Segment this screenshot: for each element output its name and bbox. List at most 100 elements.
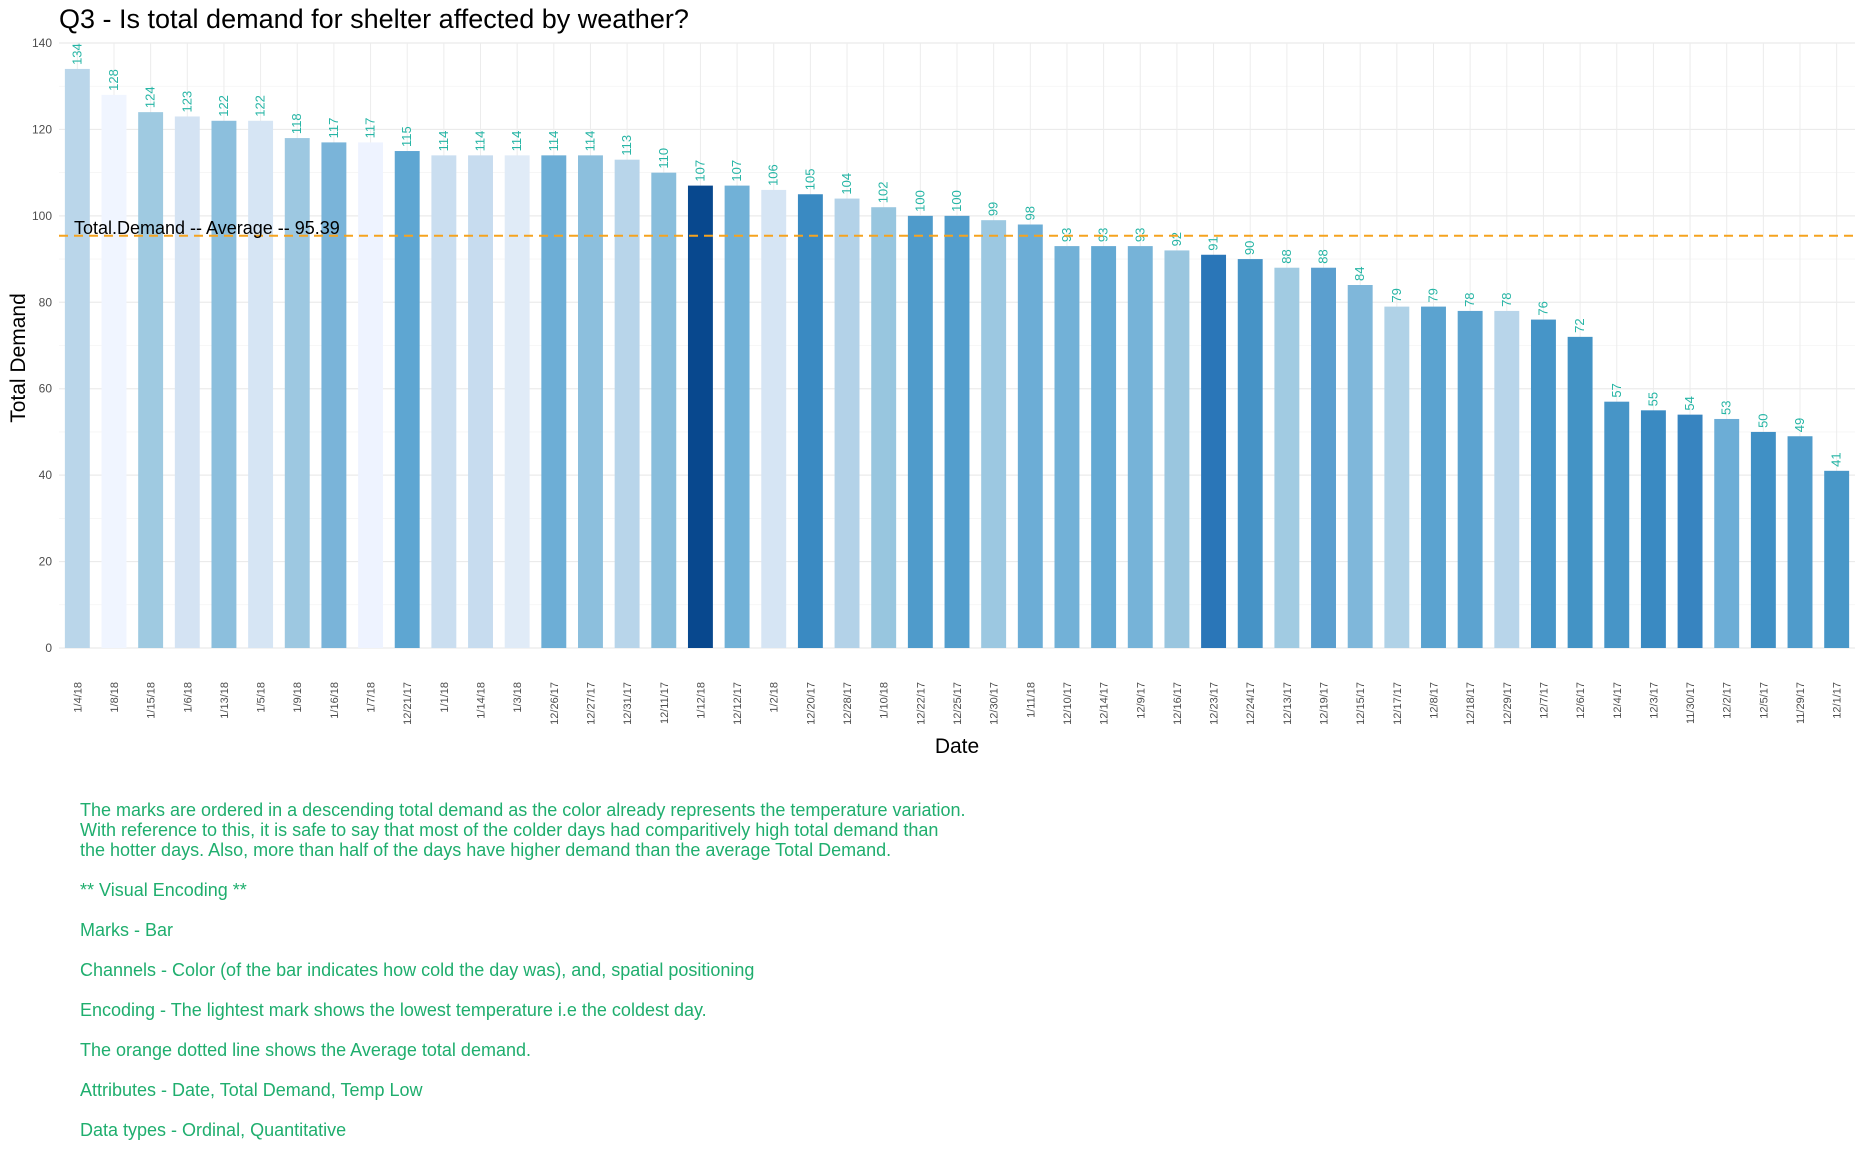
data-label: 76 — [1535, 301, 1550, 315]
bar — [614, 159, 640, 648]
notes-channels: Channels - Color (of the bar indicates h… — [80, 960, 755, 980]
x-tick-label: 11/29/17 — [1795, 682, 1807, 724]
bar — [1567, 336, 1593, 648]
data-label: 118 — [289, 113, 304, 134]
x-tick-label: 11/30/17 — [1685, 682, 1697, 724]
bar — [1714, 418, 1740, 648]
x-tick-label: 12/3/17 — [1648, 682, 1660, 719]
x-tick-label: 12/17/17 — [1392, 682, 1404, 725]
x-tick-label: 1/11/18 — [1025, 682, 1037, 718]
data-label: 105 — [802, 169, 817, 191]
notes-avg-line: The orange dotted line shows the Average… — [80, 1040, 531, 1060]
bar — [504, 155, 530, 648]
data-label: 88 — [1316, 249, 1331, 263]
bar — [1311, 267, 1336, 648]
bar — [174, 116, 200, 648]
x-tick-label: 1/12/18 — [695, 682, 707, 719]
data-label: 107 — [692, 160, 707, 182]
data-label: 72 — [1572, 318, 1587, 332]
y-tick-label: 40 — [39, 468, 53, 482]
data-label: 106 — [766, 164, 781, 186]
x-tick-label: 12/27/17 — [585, 682, 597, 725]
x-tick-label: 12/5/17 — [1758, 682, 1770, 719]
x-tick-label: 12/7/17 — [1538, 682, 1550, 719]
x-tick-label: 12/23/17 — [1209, 682, 1221, 725]
data-label: 91 — [1206, 236, 1221, 250]
data-label: 99 — [986, 202, 1001, 216]
notes-data-types: Data types - Ordinal, Quantitative — [80, 1120, 347, 1140]
bar — [724, 185, 750, 648]
x-tick-label: 12/6/17 — [1575, 682, 1587, 719]
bar — [981, 220, 1007, 648]
data-label: 55 — [1645, 392, 1660, 406]
x-tick-label: 12/13/17 — [1282, 682, 1294, 725]
x-tick-label: 1/4/18 — [72, 682, 84, 713]
data-label: 53 — [1719, 400, 1734, 414]
x-tick-label: 1/14/18 — [476, 682, 488, 719]
notes-attributes: Attributes - Date, Total Demand, Temp Lo… — [80, 1080, 423, 1100]
data-label: 57 — [1609, 383, 1624, 397]
x-tick-label: 12/22/17 — [915, 682, 927, 725]
x-tick-label: 12/25/17 — [952, 682, 964, 725]
data-label: 78 — [1462, 292, 1477, 306]
x-tick-label: 1/9/18 — [292, 682, 304, 713]
bar — [284, 138, 310, 649]
y-tick-label: 80 — [39, 295, 53, 309]
data-label: 114 — [582, 131, 597, 152]
bar — [687, 185, 713, 648]
notes-encoding: Encoding - The lightest mark shows the l… — [80, 1000, 707, 1020]
bar — [1457, 310, 1483, 648]
bar — [248, 120, 274, 649]
x-tick-label: 12/29/17 — [1502, 682, 1514, 725]
bar — [1054, 246, 1080, 648]
bar — [578, 155, 603, 648]
x-tick-label: 1/6/18 — [182, 682, 194, 713]
bar — [358, 142, 384, 648]
bar — [1494, 310, 1520, 648]
x-axis-title: Date — [935, 735, 979, 758]
x-tick-label: 12/31/17 — [622, 682, 634, 725]
y-tick-label: 60 — [39, 382, 53, 396]
bar — [1274, 267, 1300, 648]
bar — [1421, 306, 1446, 648]
bar — [1091, 246, 1117, 648]
data-label: 100 — [949, 190, 964, 212]
average-label: Total.Demand -- Average -- 95.39 — [74, 218, 340, 238]
data-label: 123 — [179, 91, 194, 113]
x-tick-label: 1/15/18 — [146, 682, 158, 719]
x-tick-label: 12/4/17 — [1612, 682, 1624, 719]
x-tick-label: 12/12/17 — [732, 682, 744, 725]
x-tick-label: 12/30/17 — [989, 682, 1001, 725]
x-tick-label: 1/13/18 — [219, 682, 231, 719]
bar — [1237, 259, 1263, 648]
data-labels: 134 128 124 123 122 122 118 117 117 115 114 114 114 1… — [69, 43, 1843, 467]
x-tick-label: 12/11/17 — [659, 682, 671, 724]
bar — [1164, 250, 1190, 648]
data-label: 79 — [1389, 288, 1404, 302]
chart-title: Q3 - Is total demand for shelter affecte… — [59, 4, 689, 34]
x-tick-label: 12/2/17 — [1722, 682, 1734, 719]
y-tick-label: 140 — [32, 36, 52, 50]
bar — [1604, 401, 1630, 648]
data-label: 117 — [326, 118, 341, 139]
bar-chart: Q3 - Is total demand for shelter affecte… — [7, 4, 1855, 758]
bar — [431, 155, 457, 648]
x-axis: 1/4/18 1/8/18 1/15/18 1/6/18 1/13/18 1/5/18 1/… — [72, 682, 1843, 725]
data-label: 104 — [839, 173, 854, 195]
data-label: 117 — [363, 118, 378, 139]
bar — [907, 215, 933, 648]
bar — [871, 207, 897, 648]
x-tick-label: 12/15/17 — [1355, 682, 1367, 725]
x-tick-label: 12/20/17 — [805, 682, 817, 725]
data-label: 88 — [1279, 249, 1294, 263]
x-tick-label: 1/8/18 — [109, 682, 121, 713]
data-label: 41 — [1829, 452, 1844, 466]
bar — [1127, 246, 1153, 648]
x-tick-label: 12/1/17 — [1832, 682, 1844, 719]
bar — [651, 172, 677, 648]
data-label: 128 — [106, 69, 121, 91]
x-tick-label: 1/16/18 — [329, 682, 341, 719]
notes-encoding-header: ** Visual Encoding ** — [80, 880, 247, 900]
bar — [834, 198, 860, 649]
data-label: 98 — [1022, 206, 1037, 220]
